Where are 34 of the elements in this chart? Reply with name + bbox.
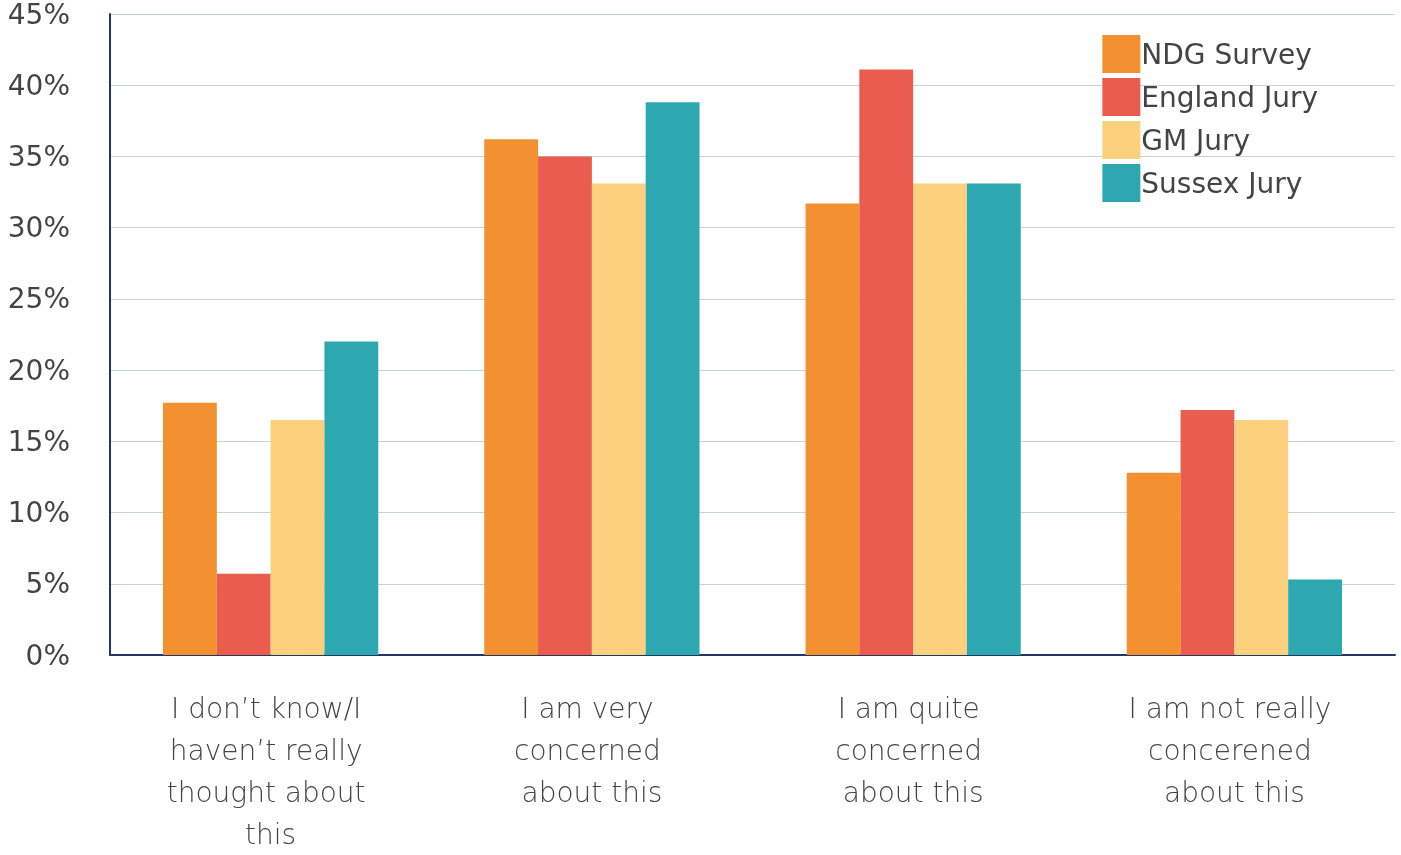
bar <box>645 102 700 655</box>
y-tick-label: 45% <box>7 0 70 31</box>
bar <box>805 203 860 655</box>
x-tick-label: I am very concerned about this <box>514 691 670 809</box>
bar <box>591 183 646 655</box>
legend-label: GM Jury <box>1141 123 1251 157</box>
bar <box>1126 472 1181 655</box>
bar <box>966 183 1021 655</box>
bar <box>324 341 379 655</box>
legend-label: NDG Survey <box>1141 37 1312 71</box>
legend-label: Sussex Jury <box>1141 166 1303 200</box>
bar <box>163 402 217 655</box>
bar <box>1288 579 1342 655</box>
y-tick-label: 15% <box>7 424 70 458</box>
bar <box>538 156 592 655</box>
legend-label: England Jury <box>1141 80 1318 114</box>
x-tick-label: I am quite concerned about this <box>835 691 991 809</box>
bar <box>913 183 967 655</box>
y-tick-label: 20% <box>7 353 70 387</box>
y-tick-label: 5% <box>25 567 70 601</box>
x-tick-label: I don’t know/I haven’t really thought about this <box>166 691 375 851</box>
y-tick-label: 0% <box>25 638 70 672</box>
y-tick-label: 35% <box>7 139 70 173</box>
y-tick-label: 10% <box>7 496 70 530</box>
bar <box>484 139 539 655</box>
y-tick-label: 25% <box>7 282 70 316</box>
bar <box>216 573 271 655</box>
y-tick-label: 40% <box>7 68 70 102</box>
bar <box>1180 410 1235 655</box>
bar <box>270 419 325 655</box>
bar <box>859 69 914 655</box>
bar <box>1234 419 1289 655</box>
y-tick-label: 30% <box>7 211 70 245</box>
x-tick-label: I am not really concerened about this <box>1128 691 1341 809</box>
